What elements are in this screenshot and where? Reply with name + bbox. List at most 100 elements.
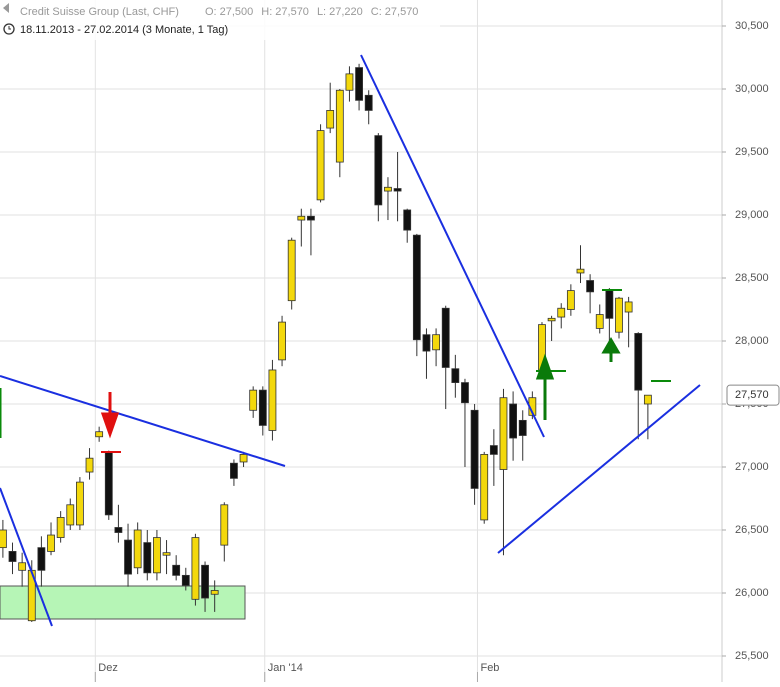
- x-tick-label: Dez: [98, 662, 118, 674]
- x-tick-label: Feb: [480, 662, 499, 674]
- dropdown-icon[interactable]: [3, 3, 9, 13]
- candle-body: [297, 215, 306, 221]
- chart-subtitle: 18.11.2013 - 27.02.2014 (3 Monate, 1 Tag…: [20, 24, 228, 36]
- candle-body: [586, 280, 595, 293]
- candle-body: [335, 89, 344, 163]
- candle-body: [441, 307, 450, 368]
- chart-title: Credit Suisse Group (Last, CHF): [20, 6, 179, 18]
- y-tick-label: 29,000: [735, 209, 769, 221]
- candle-body: [634, 333, 643, 391]
- y-tick-label: 28,500: [735, 272, 769, 284]
- clock-icon: [3, 23, 15, 35]
- candle-body: [268, 369, 277, 431]
- candle-body: [172, 564, 181, 576]
- candle-body: [47, 534, 55, 552]
- candle-body: [124, 539, 132, 575]
- buy-arrow: [535, 353, 555, 420]
- ohlc-value: 27,570: [275, 6, 309, 18]
- candle-body: [220, 504, 229, 546]
- candle-body: [249, 389, 258, 411]
- ohlc-name: H:: [261, 6, 272, 18]
- sell-arrow: [100, 392, 120, 439]
- candle-body: [18, 562, 27, 571]
- candle-body: [162, 552, 171, 556]
- candle-body: [355, 67, 363, 101]
- candle-body: [85, 457, 94, 473]
- candle-body: [201, 564, 209, 599]
- y-tick-label: 30,500: [735, 20, 769, 32]
- candle-body: [278, 321, 286, 361]
- candle-body: [114, 527, 123, 533]
- candle-body: [403, 209, 412, 231]
- candle-body: [624, 301, 633, 313]
- header: Credit Suisse Group (Last, CHF) O: 27,500…: [0, 0, 440, 40]
- ohlc-value: 27,570: [385, 6, 419, 18]
- candle-body: [576, 268, 585, 274]
- trend-line: [497, 384, 701, 554]
- candle-body: [489, 445, 498, 455]
- y-tick-label: 30,000: [735, 83, 769, 95]
- candle-body: [133, 529, 142, 569]
- candle-body: [595, 314, 604, 329]
- candle-body: [230, 462, 238, 479]
- candle-body: [643, 394, 652, 405]
- candle-body: [316, 130, 325, 201]
- y-tick-label: 27,000: [735, 461, 769, 473]
- candle-body: [104, 451, 113, 516]
- candle-body: [95, 431, 104, 438]
- y-tick-label: 26,000: [735, 587, 769, 599]
- last-price-box: [726, 384, 780, 406]
- candle-body: [509, 403, 518, 439]
- candle-body: [66, 504, 75, 526]
- candle-body: [0, 529, 7, 549]
- candles: [0, 63, 652, 622]
- candle-body: [605, 290, 614, 319]
- ohlc-name: L:: [317, 6, 326, 18]
- annotations: [0, 54, 701, 627]
- candle-body: [364, 94, 373, 111]
- candle-body: [143, 542, 152, 574]
- candle-body: [239, 453, 248, 463]
- ohlc-name: C:: [371, 6, 382, 18]
- candle-body: [557, 307, 566, 318]
- candle-body: [384, 186, 392, 192]
- ohlc-value: 27,500: [220, 6, 254, 18]
- candle-body: [374, 135, 383, 206]
- candle-body: [451, 368, 460, 383]
- candle-body: [258, 389, 267, 426]
- trend-line: [0, 487, 53, 627]
- candle-body: [470, 409, 479, 489]
- clock-hands: [8, 26, 11, 30]
- candle-body: [345, 73, 354, 91]
- candle-body: [499, 397, 508, 470]
- header-bg: [0, 0, 440, 40]
- y-tick-label: 26,500: [735, 524, 769, 536]
- x-tick-label: Jan '14: [268, 662, 303, 674]
- candle-body: [393, 188, 402, 192]
- candle-body: [326, 110, 335, 129]
- y-tick-label: 28,000: [735, 335, 769, 347]
- candle-body: [37, 547, 46, 571]
- candle-body: [432, 334, 440, 351]
- y-tick-label: 25,500: [735, 650, 769, 662]
- candle-body: [210, 590, 219, 595]
- candle-body: [307, 215, 315, 221]
- candle-body: [76, 481, 84, 526]
- axes: 25,50026,00026,50027,00027,50028,00028,5…: [94, 20, 780, 682]
- candle-body: [153, 537, 161, 574]
- last-price-label: 27,570: [735, 389, 769, 401]
- candle-body: [518, 419, 527, 436]
- candle-body: [422, 334, 431, 352]
- candle-body: [547, 317, 556, 322]
- ohlc-value: 27,220: [329, 6, 363, 18]
- buy-arrow: [601, 337, 621, 362]
- candle-body: [191, 537, 200, 600]
- y-tick-label: 29,500: [735, 146, 769, 158]
- candle-body: [480, 453, 489, 521]
- candle-body: [461, 382, 469, 404]
- candle-body: [566, 290, 575, 310]
- candle-body: [287, 239, 296, 302]
- candle-body: [56, 517, 65, 538]
- candle-body: [412, 234, 421, 341]
